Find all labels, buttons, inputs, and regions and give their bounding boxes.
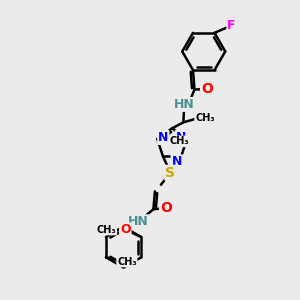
Text: N: N	[158, 131, 169, 144]
Text: F: F	[227, 20, 236, 32]
Text: O: O	[160, 201, 172, 215]
Text: O: O	[201, 82, 213, 96]
Text: O: O	[120, 224, 130, 236]
Text: HN: HN	[128, 215, 148, 228]
Text: CH₃: CH₃	[169, 136, 189, 146]
Text: HN: HN	[174, 98, 194, 111]
Text: CH₃: CH₃	[97, 225, 116, 235]
Text: N: N	[172, 155, 182, 168]
Text: CH₃: CH₃	[117, 256, 137, 266]
Text: CH₃: CH₃	[195, 112, 215, 123]
Text: N: N	[176, 131, 186, 144]
Text: S: S	[165, 166, 176, 180]
